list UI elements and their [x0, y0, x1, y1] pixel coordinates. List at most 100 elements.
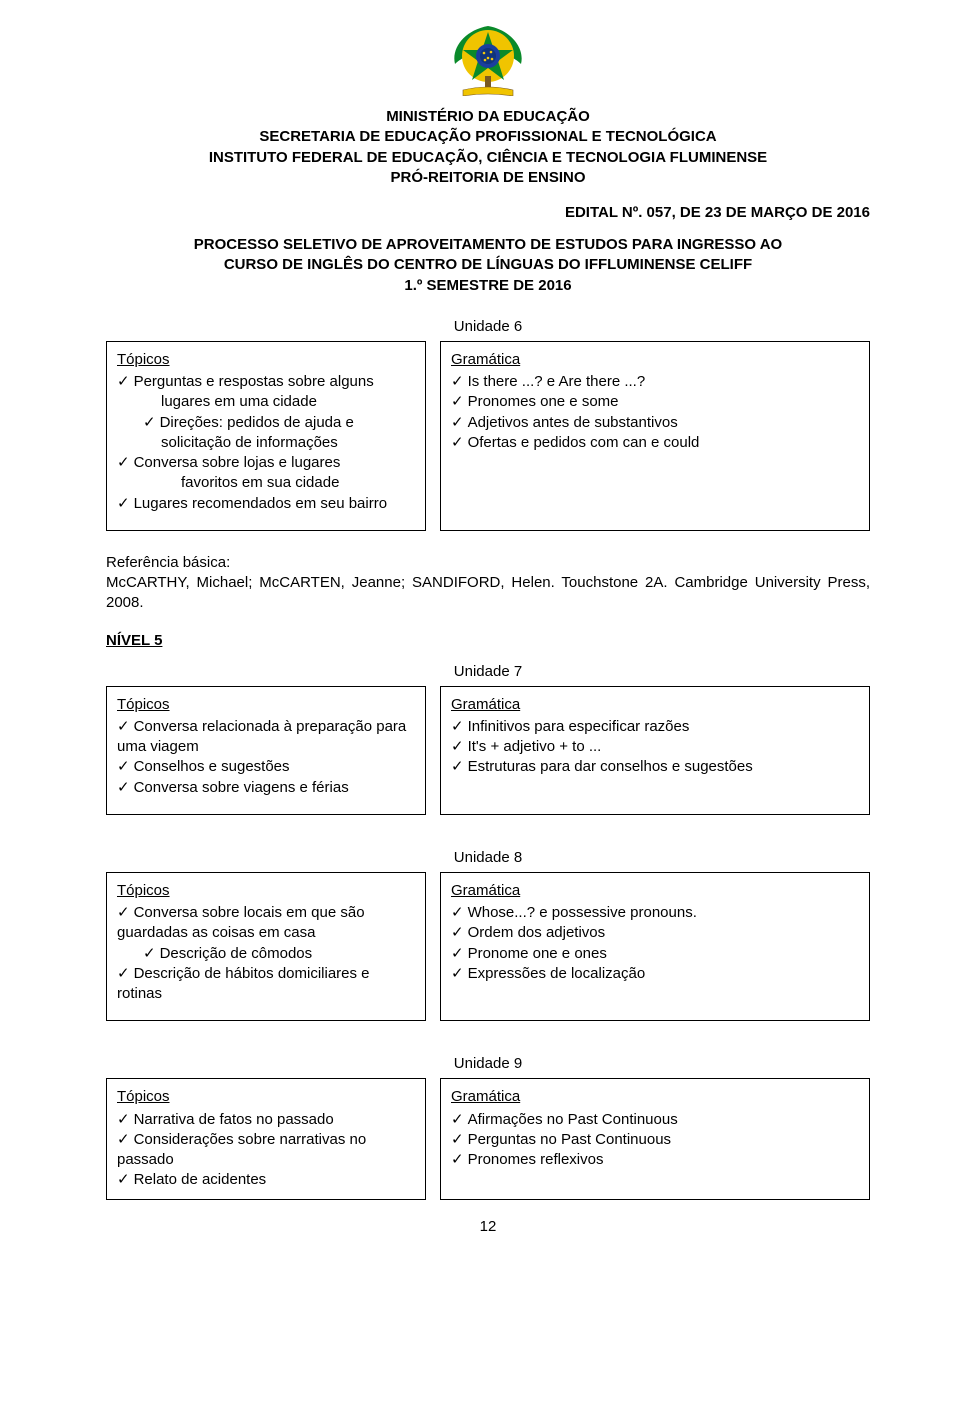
check-icon: ✓: [117, 717, 130, 737]
list-item-text: Perguntas e respostas sobre alguns: [134, 372, 415, 392]
list-item: uma viagem: [117, 737, 415, 757]
unidade-7-gramatica-box: Gramática ✓Infinitivos para especificar …: [440, 686, 870, 815]
check-icon: ✓: [117, 964, 130, 984]
list-item-text: Pronomes one e some: [468, 392, 859, 412]
list-item-text: It's + adjetivo + to ...: [468, 737, 859, 757]
check-icon: ✓: [451, 903, 464, 923]
list-item: ✓Conselhos e sugestões: [117, 757, 415, 777]
check-icon: ✓: [451, 923, 464, 943]
list-item-text: Conversa sobre viagens e férias: [134, 778, 415, 798]
referencia-basica: Referência básica: McCARTHY, Michael; Mc…: [106, 553, 870, 614]
check-icon: ✓: [117, 1110, 130, 1130]
list-item: solicitação de informações: [117, 433, 415, 453]
list-item-text: Expressões de localização: [468, 964, 859, 984]
check-icon: ✓: [117, 1170, 130, 1190]
list-item: ✓Is there ...? e Are there ...?: [451, 372, 859, 392]
list-item: ✓Pronomes one e some: [451, 392, 859, 412]
check-icon: ✓: [451, 413, 464, 433]
unidade-6-gramatica-box: Gramática ✓Is there ...? e Are there ...…: [440, 341, 870, 531]
list-item-text: Direções: pedidos de ajuda e: [160, 413, 415, 433]
list-item: ✓Perguntas no Past Continuous: [451, 1130, 859, 1150]
emblem: [106, 18, 870, 101]
unidade-6-topicos-box: Tópicos ✓Perguntas e respostas sobre alg…: [106, 341, 426, 531]
check-icon: ✓: [117, 778, 130, 798]
process-line-3: 1.º SEMESTRE DE 2016: [106, 276, 870, 296]
check-icon: ✓: [451, 944, 464, 964]
list-item: passado: [117, 1150, 415, 1170]
unidade-8-title: Unidade 8: [106, 849, 870, 866]
unidade-7-title: Unidade 7: [106, 663, 870, 680]
list-item: favoritos em sua cidade: [117, 473, 415, 493]
list-item-text: Relato de acidentes: [134, 1170, 415, 1190]
unidade-6-title: Unidade 6: [106, 318, 870, 335]
list-item: ✓Relato de acidentes: [117, 1170, 415, 1190]
list-item-text: Conversa sobre locais em que são: [134, 903, 415, 923]
topicos-heading: Tópicos: [117, 1087, 415, 1107]
list-item: ✓Perguntas e respostas sobre alguns: [117, 372, 415, 392]
unidade-8-row: Tópicos ✓Conversa sobre locais em que sã…: [106, 872, 870, 1022]
ref-text: McCARTHY, Michael; McCARTEN, Jeanne; SAN…: [106, 574, 870, 611]
list-item: ✓Pronome one e ones: [451, 944, 859, 964]
check-icon: ✓: [451, 1130, 464, 1150]
gramatica-heading: Gramática: [451, 695, 859, 715]
list-item-text: Considerações sobre narrativas no: [134, 1130, 415, 1150]
check-icon: ✓: [117, 757, 130, 777]
check-icon: ✓: [451, 392, 464, 412]
list-item: ✓Direções: pedidos de ajuda e: [117, 413, 415, 433]
topicos-heading: Tópicos: [117, 695, 415, 715]
list-item-text: Descrição de hábitos domiciliares e: [134, 964, 415, 984]
unidade-8-gramatica-box: Gramática ✓Whose...? e possessive pronou…: [440, 872, 870, 1022]
list-item-text: Conselhos e sugestões: [134, 757, 415, 777]
check-icon: ✓: [117, 372, 130, 392]
list-item-text: Afirmações no Past Continuous: [468, 1110, 859, 1130]
topicos-heading: Tópicos: [117, 350, 415, 370]
list-item: ✓Descrição de cômodos: [117, 944, 415, 964]
process-line-1: PROCESSO SELETIVO DE APROVEITAMENTO DE E…: [106, 235, 870, 255]
unidade-9-topicos-box: Tópicos ✓Narrativa de fatos no passado✓C…: [106, 1078, 426, 1199]
check-icon: ✓: [143, 944, 156, 964]
ref-label: Referência básica:: [106, 554, 230, 571]
list-item-text: Conversa sobre lojas e lugares: [134, 453, 415, 473]
list-item-text: Pronomes reflexivos: [468, 1150, 859, 1170]
list-item: ✓Estruturas para dar conselhos e sugestõ…: [451, 757, 859, 777]
check-icon: ✓: [117, 903, 130, 923]
list-item: ✓Ofertas e pedidos com can e could: [451, 433, 859, 453]
unidade-8-topicos-box: Tópicos ✓Conversa sobre locais em que sã…: [106, 872, 426, 1022]
list-item: ✓Afirmações no Past Continuous: [451, 1110, 859, 1130]
list-item-text: Pronome one e ones: [468, 944, 859, 964]
header-line-3: INSTITUTO FEDERAL DE EDUCAÇÃO, CIÊNCIA E…: [106, 148, 870, 168]
check-icon: ✓: [451, 737, 464, 757]
check-icon: ✓: [143, 413, 156, 433]
check-icon: ✓: [451, 1110, 464, 1130]
header-block: MINISTÉRIO DA EDUCAÇÃO SECRETARIA DE EDU…: [106, 107, 870, 188]
list-item-text: Lugares recomendados em seu bairro: [134, 494, 415, 514]
process-line-2: CURSO DE INGLÊS DO CENTRO DE LÍNGUAS DO …: [106, 255, 870, 275]
list-item-text: Ordem dos adjetivos: [468, 923, 859, 943]
gramatica-heading: Gramática: [451, 1087, 859, 1107]
list-item: ✓Conversa relacionada à preparação para: [117, 717, 415, 737]
list-item: ✓It's + adjetivo + to ...: [451, 737, 859, 757]
check-icon: ✓: [117, 453, 130, 473]
check-icon: ✓: [451, 717, 464, 737]
check-icon: ✓: [451, 757, 464, 777]
list-item: guardadas as coisas em casa: [117, 923, 415, 943]
gramatica-heading: Gramática: [451, 881, 859, 901]
header-line-4: PRÓ-REITORIA DE ENSINO: [106, 168, 870, 188]
page: MINISTÉRIO DA EDUCAÇÃO SECRETARIA DE EDU…: [0, 0, 960, 1265]
page-number: 12: [106, 1218, 870, 1235]
list-item-text: Infinitivos para especificar razões: [468, 717, 859, 737]
list-item-text: Narrativa de fatos no passado: [134, 1110, 415, 1130]
topicos-heading: Tópicos: [117, 881, 415, 901]
list-item-text: Conversa relacionada à preparação para: [134, 717, 415, 737]
process-title: PROCESSO SELETIVO DE APROVEITAMENTO DE E…: [106, 235, 870, 296]
list-item: ✓Adjetivos antes de substantivos: [451, 413, 859, 433]
list-item: ✓Infinitivos para especificar razões: [451, 717, 859, 737]
check-icon: ✓: [451, 372, 464, 392]
nivel-5-heading: NÍVEL 5: [106, 632, 870, 649]
unidade-7-row: Tópicos ✓Conversa relacionada à preparaç…: [106, 686, 870, 815]
check-icon: ✓: [451, 964, 464, 984]
list-item-text: Descrição de cômodos: [160, 944, 415, 964]
list-item: lugares em uma cidade: [117, 392, 415, 412]
list-item-text: Estruturas para dar conselhos e sugestõe…: [468, 757, 859, 777]
list-item: ✓Conversa sobre locais em que são: [117, 903, 415, 923]
